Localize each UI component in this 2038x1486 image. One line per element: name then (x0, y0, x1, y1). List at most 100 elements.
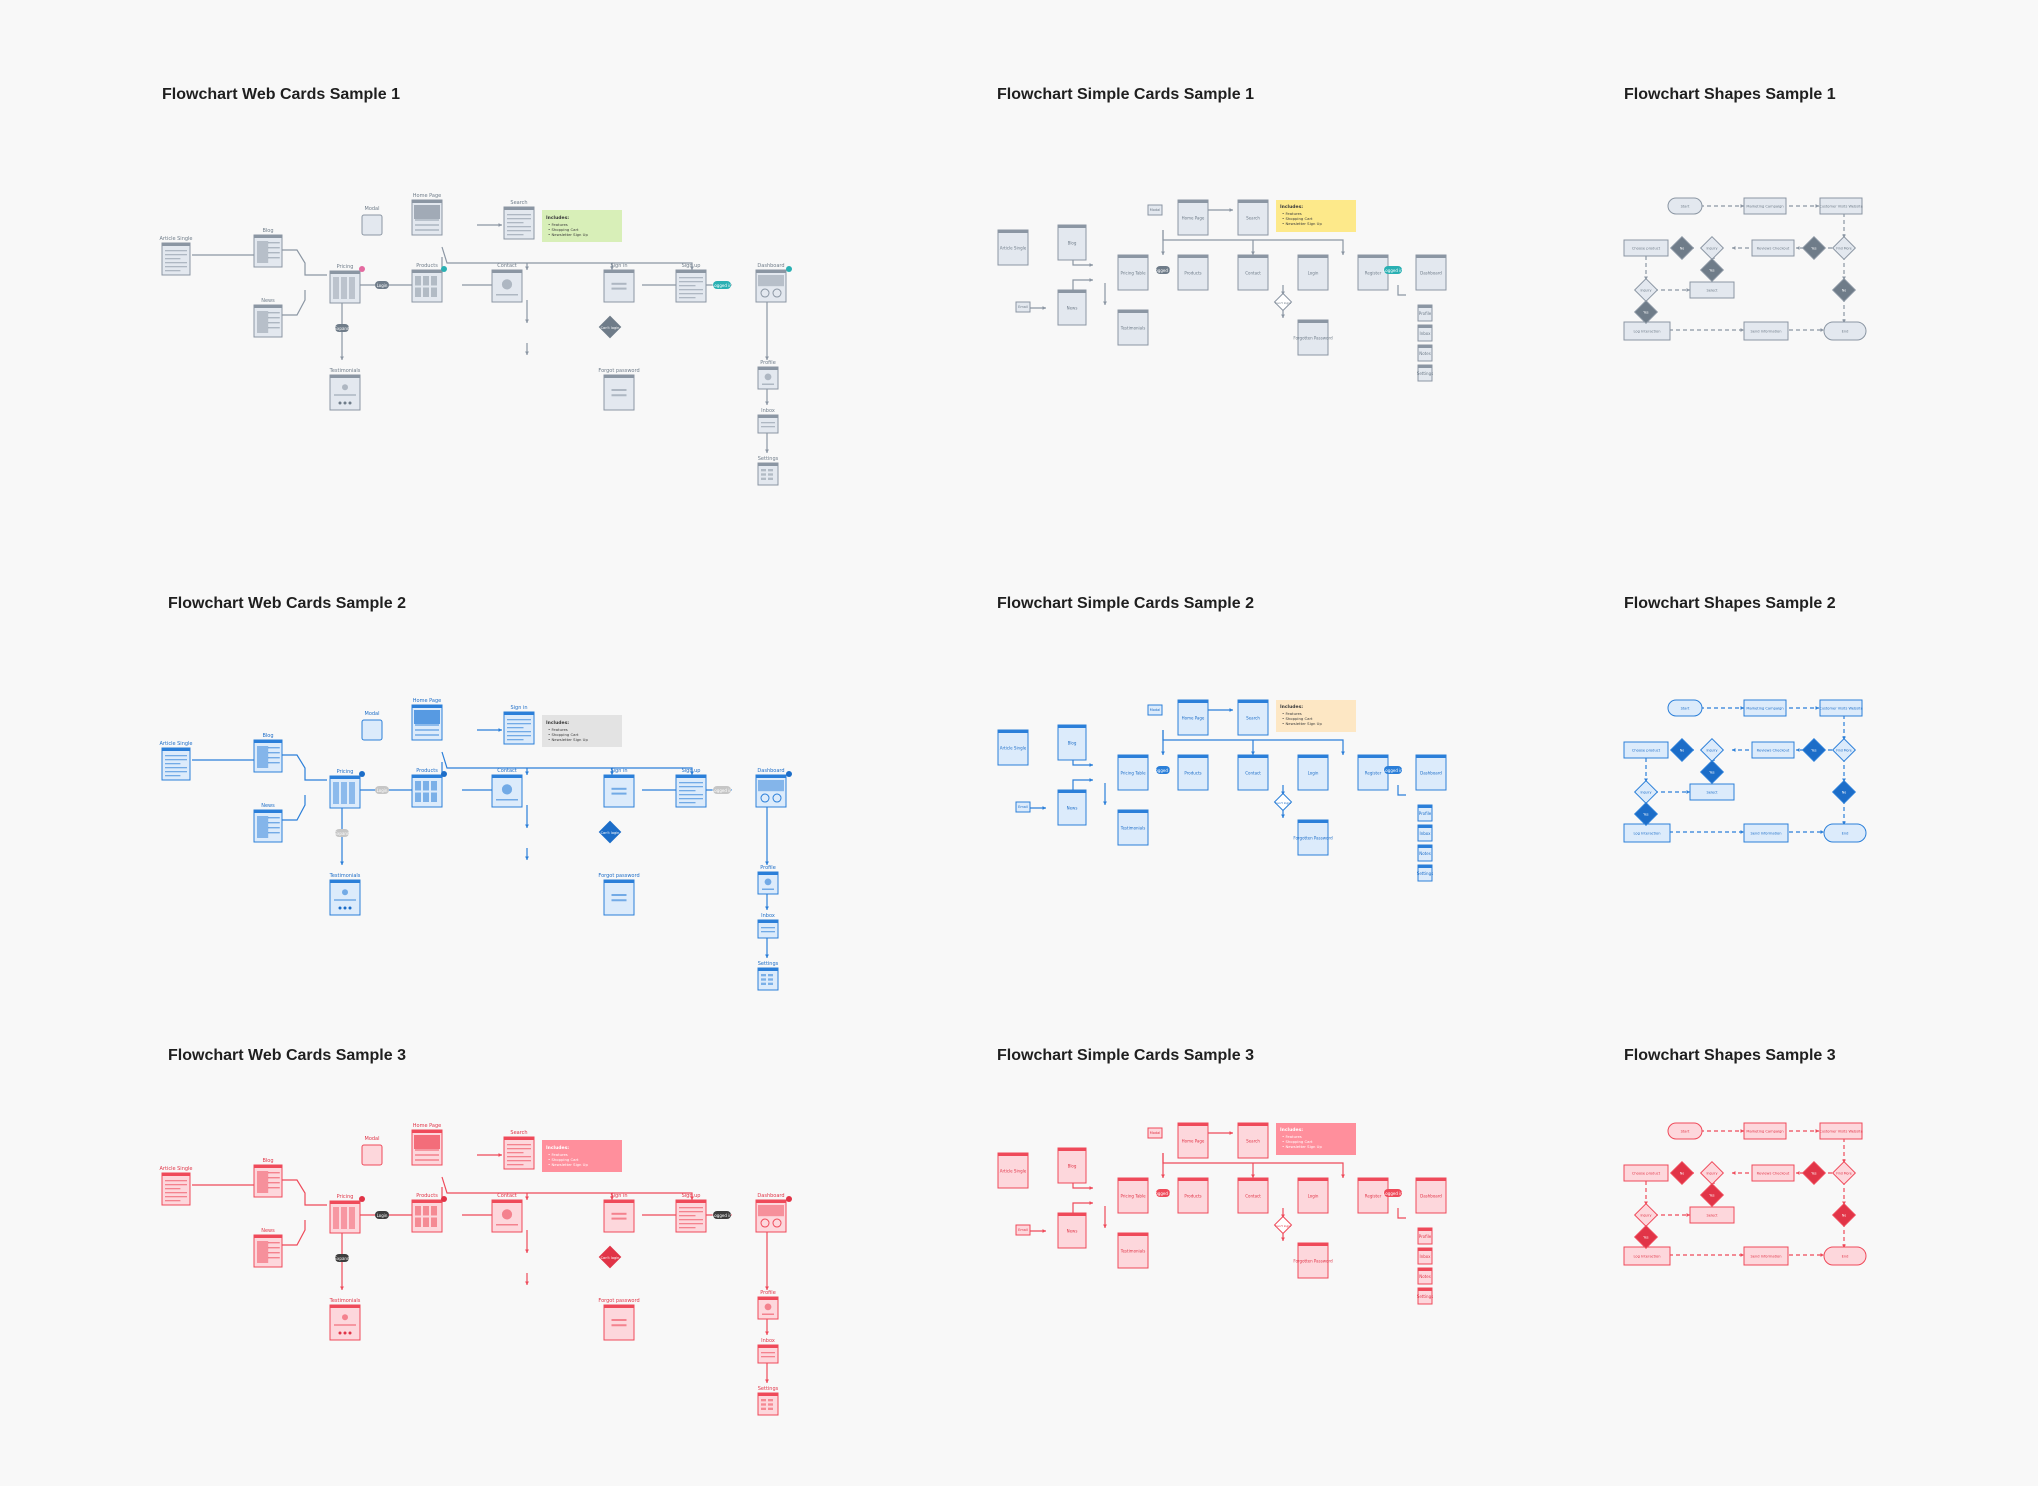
arrowhead (1796, 246, 1800, 250)
simple-card (1177, 754, 1209, 791)
card-header-bar (758, 872, 778, 875)
card-header-bar (412, 705, 442, 708)
status-dot (359, 266, 365, 272)
card-label: Sign in (610, 768, 627, 774)
simple-card (1297, 319, 1329, 356)
card-header-bar (1358, 255, 1388, 258)
card-header-bar (998, 230, 1028, 233)
rating-dot (343, 906, 347, 910)
text-line (679, 293, 703, 295)
card-header-bar (492, 775, 522, 778)
decision-shape (1669, 235, 1695, 261)
pill-label: Logged in (712, 1213, 732, 1218)
card-label: Settings (758, 961, 779, 967)
arrowhead (1732, 1171, 1736, 1175)
arrowhead (1686, 790, 1690, 794)
card-header-bar (1358, 755, 1388, 758)
pill-badge (375, 1211, 389, 1219)
text-line (165, 763, 181, 765)
card-header-bar (1238, 255, 1268, 258)
pill-label: Logged in (1153, 268, 1173, 273)
text-line (507, 723, 531, 725)
status-dot (441, 266, 447, 272)
settings-tile (768, 477, 773, 480)
text-line (762, 1313, 774, 1315)
simple-card (1177, 1122, 1209, 1159)
simple-card (1057, 1212, 1087, 1249)
text-line (679, 297, 696, 299)
decision-shape (1669, 1160, 1695, 1186)
includes-note (1276, 200, 1356, 232)
sample-title: Flowchart Web Cards Sample 1 (162, 86, 400, 103)
settings-tile (761, 1407, 766, 1410)
card-label: Settings (1417, 871, 1433, 876)
settings-tile (761, 1399, 766, 1402)
arrowhead (1686, 1213, 1690, 1217)
simple-card (1415, 254, 1447, 291)
text-line (165, 1184, 187, 1186)
text-line (268, 832, 280, 834)
arrowhead (1740, 706, 1744, 710)
arrowhead (1281, 314, 1285, 318)
arrowhead (1089, 263, 1093, 267)
form-field (611, 787, 627, 790)
shape-label: Send Information (1751, 1255, 1782, 1259)
chart-block (758, 1205, 784, 1217)
card-header-bar (1298, 1243, 1328, 1246)
decision-shape (1801, 737, 1827, 763)
pill-badge (713, 1211, 731, 1219)
text-line (415, 1154, 439, 1156)
card-label: Forgot password (598, 368, 639, 374)
decision-label: Inquiry (1640, 791, 1651, 795)
shape-label: Select (1706, 289, 1718, 293)
card-label: Settings (1417, 371, 1433, 376)
decision-label: No (1842, 289, 1846, 293)
text-line (507, 1160, 531, 1162)
icon-circle (501, 1209, 513, 1220)
hero-block (414, 205, 440, 219)
simple-card (1297, 754, 1329, 791)
rating-dot (348, 1331, 352, 1335)
process-shape (1751, 1164, 1795, 1182)
arrowhead (1732, 748, 1736, 752)
card-label: Register (1365, 271, 1382, 276)
card-label: Login (1308, 271, 1319, 276)
shape-label: Send Information (1751, 832, 1782, 836)
shape-label: Start (1681, 707, 1690, 711)
grid-tile (415, 792, 421, 802)
arrowhead (525, 856, 529, 860)
arrowhead (1089, 763, 1093, 767)
card-label: Blog (1068, 741, 1077, 746)
text-line (268, 1182, 280, 1184)
web-card (411, 774, 443, 808)
simple-card (1117, 1177, 1149, 1214)
simple-cards-diagram-2: Article Single Blog News Pricing Table Produ… (997, 699, 1447, 882)
card-header-bar (412, 1200, 442, 1203)
card-header-bar (1118, 310, 1148, 313)
text-line (762, 888, 774, 890)
diamond-label: Can't login (601, 831, 620, 835)
decision-shape (1669, 737, 1695, 763)
simple-card (1117, 1232, 1149, 1269)
decision-shape (1633, 779, 1659, 805)
card-header-bar (604, 375, 634, 378)
arrowhead (1161, 251, 1165, 255)
form-field (611, 1319, 627, 1321)
pill-badge (375, 786, 389, 794)
modal-label: Modal (1150, 1131, 1161, 1135)
connector (280, 795, 306, 821)
settings-tile (761, 1403, 766, 1406)
grid-tile (415, 287, 421, 297)
includes-note (1276, 700, 1356, 732)
card-header-bar (254, 740, 282, 743)
card-label: Home Page (1182, 716, 1205, 721)
decision-label: Yes (1709, 1194, 1714, 1198)
arrowhead (690, 266, 694, 270)
text-line (679, 794, 703, 796)
card-label: News (1067, 806, 1078, 811)
card-label: Products (1184, 271, 1201, 276)
arrowhead (1740, 1129, 1744, 1133)
arrowhead (525, 1281, 529, 1285)
card-header-bar (1298, 320, 1328, 323)
text-line (507, 735, 531, 737)
